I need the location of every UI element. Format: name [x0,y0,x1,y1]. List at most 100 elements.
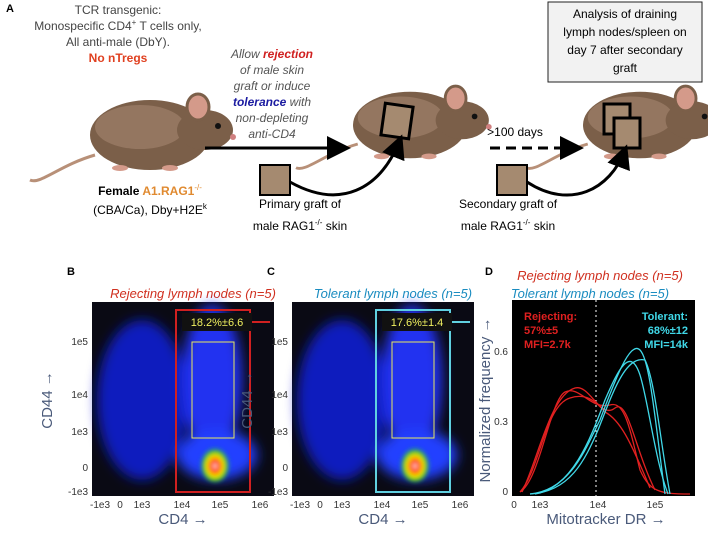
y-tick-label: 0.3 [494,417,508,428]
superscript: + [132,18,137,27]
panel-label: C [267,266,275,278]
x-tick-label: 1e5 [412,500,429,511]
text-line: day 7 after secondary [567,43,682,57]
text-line: (CBA/Ca), Dby+H2Ek [93,202,208,217]
x-tick-label: 1e4 [590,500,607,511]
superscript: k [203,202,208,211]
interval: >100 days [487,125,543,139]
legend-entry: Tolerant lymph nodes (n=5) [511,286,669,301]
y-tick-label: 0 [82,463,88,474]
panel-label: A [6,3,14,15]
annotation: MFI=2.7k [524,339,572,351]
text: skin [530,219,555,233]
superscript: -/- [194,183,202,192]
text: of male skin [240,63,304,77]
text-line: anti-CD4 [248,127,296,141]
gate-value: 18.2%±6.6 [191,317,244,329]
skin-patch [496,164,528,196]
y-axis-label: CD44 → [239,371,256,429]
text: Female [98,184,142,198]
y-tick-label: 0 [282,463,288,474]
x-tick-label: 0 [117,500,123,511]
gate [175,309,251,493]
arrow [289,134,405,197]
y-tick-label: -1e3 [268,487,288,498]
annotation: 68%±12 [648,325,688,337]
graft [379,101,415,141]
gate-label-bg [182,313,252,331]
x-tick-label: 1e6 [452,500,469,511]
skin-patch [259,164,291,196]
y-tick-label: 1e5 [271,337,288,348]
histogram-curve [529,359,671,495]
text-line: TCR transgenic: [75,3,162,17]
x-tick-label: -1e3 [90,500,110,511]
text-line: Analysis of draining [573,7,677,21]
gate [375,309,451,493]
annotation: Rejecting: [524,311,577,323]
gate [391,341,435,439]
panel-title: Tolerant lymph nodes (n=5) [314,286,472,301]
text-line: non-depleting [236,111,309,125]
text: Monospecific CD4 [34,19,132,33]
histogram-curve [519,395,651,493]
gate-label-bg [382,313,452,331]
text: A1.RAG1 [142,184,194,198]
text: male RAG1 [461,219,523,233]
legend-entry: Rejecting lymph nodes (n=5) [517,268,683,283]
x-axis-label: Mitotracker DR → [546,511,665,528]
annotation: Tolerant: [642,311,688,323]
text-line: Secondary graft of [459,197,558,211]
gate-value: 17.6%±1.4 [391,317,444,329]
y-tick-label: 0.6 [494,347,508,358]
y-tick-label: 1e5 [71,337,88,348]
density-cloud [97,320,187,480]
density-peak [199,442,231,482]
arrow [526,144,630,197]
x-tick-label: 1e3 [334,500,351,511]
density-peak [399,442,431,482]
text-line: Primary graft of [259,197,342,211]
text-line: graft or induce [234,79,311,93]
y-axis-label: CD44 → [39,371,56,429]
text: graft or induce [234,79,311,93]
panel-title: Rejecting lymph nodes (n=5) [110,286,276,301]
superscript: -/- [315,218,323,227]
panel-label: B [67,266,75,278]
text-line: lymph nodes/spleen on [563,25,686,39]
tcr-note: TCR transgenic: Monospecific CD4+ T cell… [34,3,201,65]
x-tick-label: 1e5 [647,500,664,511]
primary-note: Primary graft of male RAG1-/- skin Secon… [253,197,558,233]
text-line: No nTregs [89,51,148,65]
y-tick-label: -1e3 [68,487,88,498]
x-tick-label: 1e6 [252,500,269,511]
text: tolerance [233,95,287,109]
gate [191,341,235,439]
histogram-curve [534,360,669,495]
graft [612,116,642,150]
analysis-note: Analysis of draining lymph nodes/spleen o… [563,7,686,75]
analysis-box [547,1,703,83]
x-axis-label: CD4 → [358,511,407,528]
x-tick-label: -1e3 [290,500,310,511]
x-axis-label: CD4 → [158,511,207,528]
text-line: Allow rejection [230,47,313,61]
x-tick-label: 1e5 [212,500,229,511]
text-line: male RAG1-/- skin [253,218,347,233]
text: with [286,95,311,109]
text-line: All anti-male (DbY). [66,35,170,49]
plots: B Rejecting lymph nodes (n=5) 18.2%±6.6 -1e… [39,266,695,528]
text: rejection [263,47,313,61]
mouse-illustration [28,92,238,183]
text-line: of male skin [240,63,304,77]
text: skin [322,219,347,233]
treatment-note: Allow rejection of male skin graft or indu… [230,47,313,141]
text-line: Female A1.RAG1-/- [98,183,202,198]
panel-label: D [485,266,493,278]
x-tick-label: 0 [317,500,323,511]
y-axis-label: Normalized frequency → [477,317,494,482]
y-tick-label: 1e3 [71,427,88,438]
text-line: graft [613,61,638,75]
